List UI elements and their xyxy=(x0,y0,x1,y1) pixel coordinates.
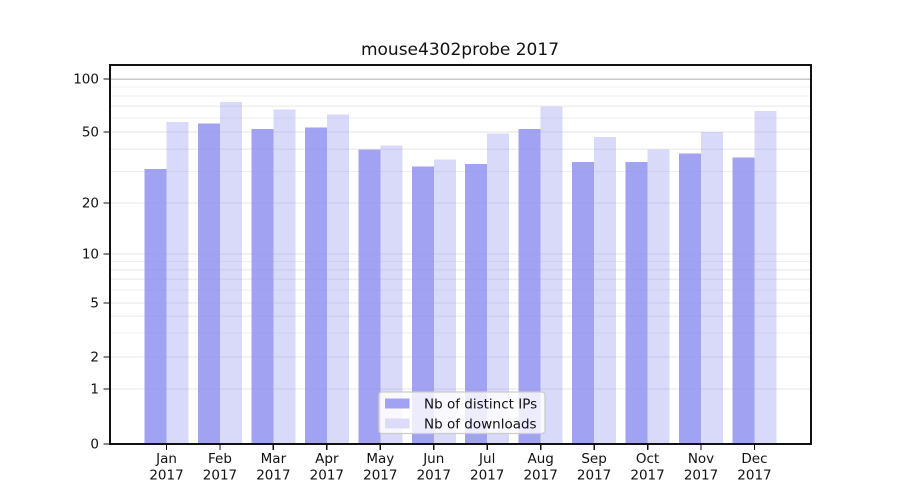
y-tick-label: 20 xyxy=(82,196,99,212)
bar-downloads-may xyxy=(380,145,403,444)
bar-ips-oct xyxy=(625,161,648,445)
x-tick-label-year: 2017 xyxy=(363,468,397,484)
bar-ips-dec xyxy=(732,157,755,444)
y-tick-label: 1 xyxy=(90,382,99,398)
x-tick-label-month: Mar xyxy=(261,451,287,467)
x-tick-label-month: Sep xyxy=(581,451,606,467)
bar-ips-may xyxy=(358,149,381,444)
x-tick-label-year: 2017 xyxy=(203,468,237,484)
y-tick-label: 2 xyxy=(90,350,99,366)
bar-ips-apr xyxy=(304,127,327,445)
bar-downloads-jul xyxy=(487,133,510,444)
x-tick-label-year: 2017 xyxy=(630,468,664,484)
x-tick-label-year: 2017 xyxy=(256,468,290,484)
bar-downloads-mar xyxy=(273,109,296,445)
x-tick-label-month: Apr xyxy=(315,451,339,467)
y-tick-label: 50 xyxy=(82,125,99,141)
bar-ips-sep xyxy=(572,161,595,445)
bar-downloads-sep xyxy=(594,136,617,444)
x-tick-label-month: Jan xyxy=(155,451,177,467)
axes-layer: 0125102050100Jan2017Feb2017Mar2017Apr201… xyxy=(73,64,812,484)
bar-ips-feb xyxy=(197,123,220,444)
x-tick-label-year: 2017 xyxy=(684,468,718,484)
bar-ips-nov xyxy=(679,153,701,444)
bar-downloads-nov xyxy=(701,132,723,444)
x-tick-label-year: 2017 xyxy=(470,468,504,484)
bar-ips-mar xyxy=(251,129,274,444)
legend-swatch-distinct-ips xyxy=(385,398,410,409)
x-tick-label-month: Nov xyxy=(688,451,714,467)
bar-downloads-jun xyxy=(433,159,456,444)
bar-downloads-jan xyxy=(166,121,189,445)
x-tick-label-year: 2017 xyxy=(149,468,183,484)
x-tick-label-year: 2017 xyxy=(523,468,557,484)
chart-title: mouse4302probe 2017 xyxy=(361,40,559,60)
x-tick-label-year: 2017 xyxy=(310,468,344,484)
bar-ips-aug xyxy=(518,129,541,444)
x-tick-label-year: 2017 xyxy=(417,468,451,484)
x-tick-label-month: Dec xyxy=(741,451,767,467)
legend-swatch-downloads xyxy=(385,418,410,429)
y-tick-label: 5 xyxy=(90,296,99,312)
x-tick-label-month: Jul xyxy=(478,451,495,467)
x-tick-label-month: May xyxy=(366,451,394,467)
legend-box xyxy=(378,391,546,435)
y-tick-label: 100 xyxy=(73,72,99,88)
bar-downloads-oct xyxy=(647,149,670,444)
x-tick-label-year: 2017 xyxy=(577,468,611,484)
bar-ips-jun xyxy=(411,166,434,444)
bar-downloads-apr xyxy=(326,114,349,444)
y-tick-label: 10 xyxy=(82,247,99,263)
x-tick-label-month: Aug xyxy=(527,451,553,467)
legend-label-downloads: Nb of downloads xyxy=(424,417,537,433)
bar-ips-jul xyxy=(465,164,488,444)
bar-ips-jan xyxy=(144,169,167,444)
bar-downloads-feb xyxy=(219,102,242,444)
bars-layer xyxy=(144,102,777,445)
legend-label-distinct-ips: Nb of distinct IPs xyxy=(424,397,537,413)
x-tick-label-month: Feb xyxy=(208,451,232,467)
x-tick-label-month: Oct xyxy=(636,451,659,467)
x-tick-label-month: Jun xyxy=(422,451,444,467)
y-tick-label: 0 xyxy=(90,437,99,453)
x-tick-label-year: 2017 xyxy=(737,468,771,484)
bar-downloads-dec xyxy=(754,110,777,445)
legend: Nb of distinct IPs Nb of downloads xyxy=(378,391,546,435)
bar-downloads-aug xyxy=(540,106,563,445)
